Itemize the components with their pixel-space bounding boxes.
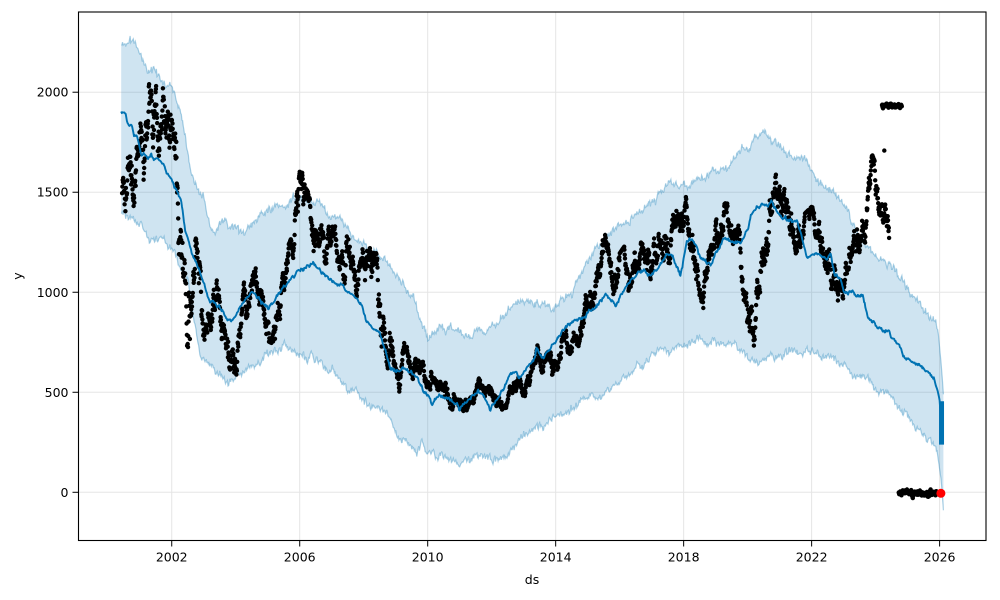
x-tick-label: 2006 — [284, 550, 316, 565]
y-tick-label: 2000 — [37, 85, 69, 100]
band-upper-edge — [121, 35, 944, 395]
band-lower-edge — [120, 210, 944, 511]
y-tick-label: 0 — [61, 485, 69, 500]
axes: 2002 2006 2010 2014 2018 2022 2026 0 500 1000 1500… — [37, 11, 987, 565]
x-axis-label: ds — [525, 572, 539, 587]
x-tick-label: 2002 — [156, 550, 188, 565]
plot-data-layer — [119, 35, 946, 511]
x-tick-label: 2018 — [668, 550, 700, 565]
y-tick-label: 1000 — [37, 285, 69, 300]
x-tick-label: 2014 — [540, 550, 572, 565]
y-axis-label: y — [10, 272, 25, 280]
gridlines — [78, 12, 986, 541]
observations-scatter — [119, 82, 942, 501]
anomaly-red-point — [936, 488, 946, 498]
forecast-line — [120, 111, 944, 445]
y-tick-label: 500 — [45, 385, 69, 400]
uncertainty-band — [121, 36, 944, 511]
x-tick-label: 2010 — [412, 550, 444, 565]
x-tick-label: 2026 — [924, 550, 956, 565]
x-tick-label: 2022 — [796, 550, 828, 565]
y-tick-label: 1500 — [37, 185, 69, 200]
plot-border — [77, 11, 987, 542]
